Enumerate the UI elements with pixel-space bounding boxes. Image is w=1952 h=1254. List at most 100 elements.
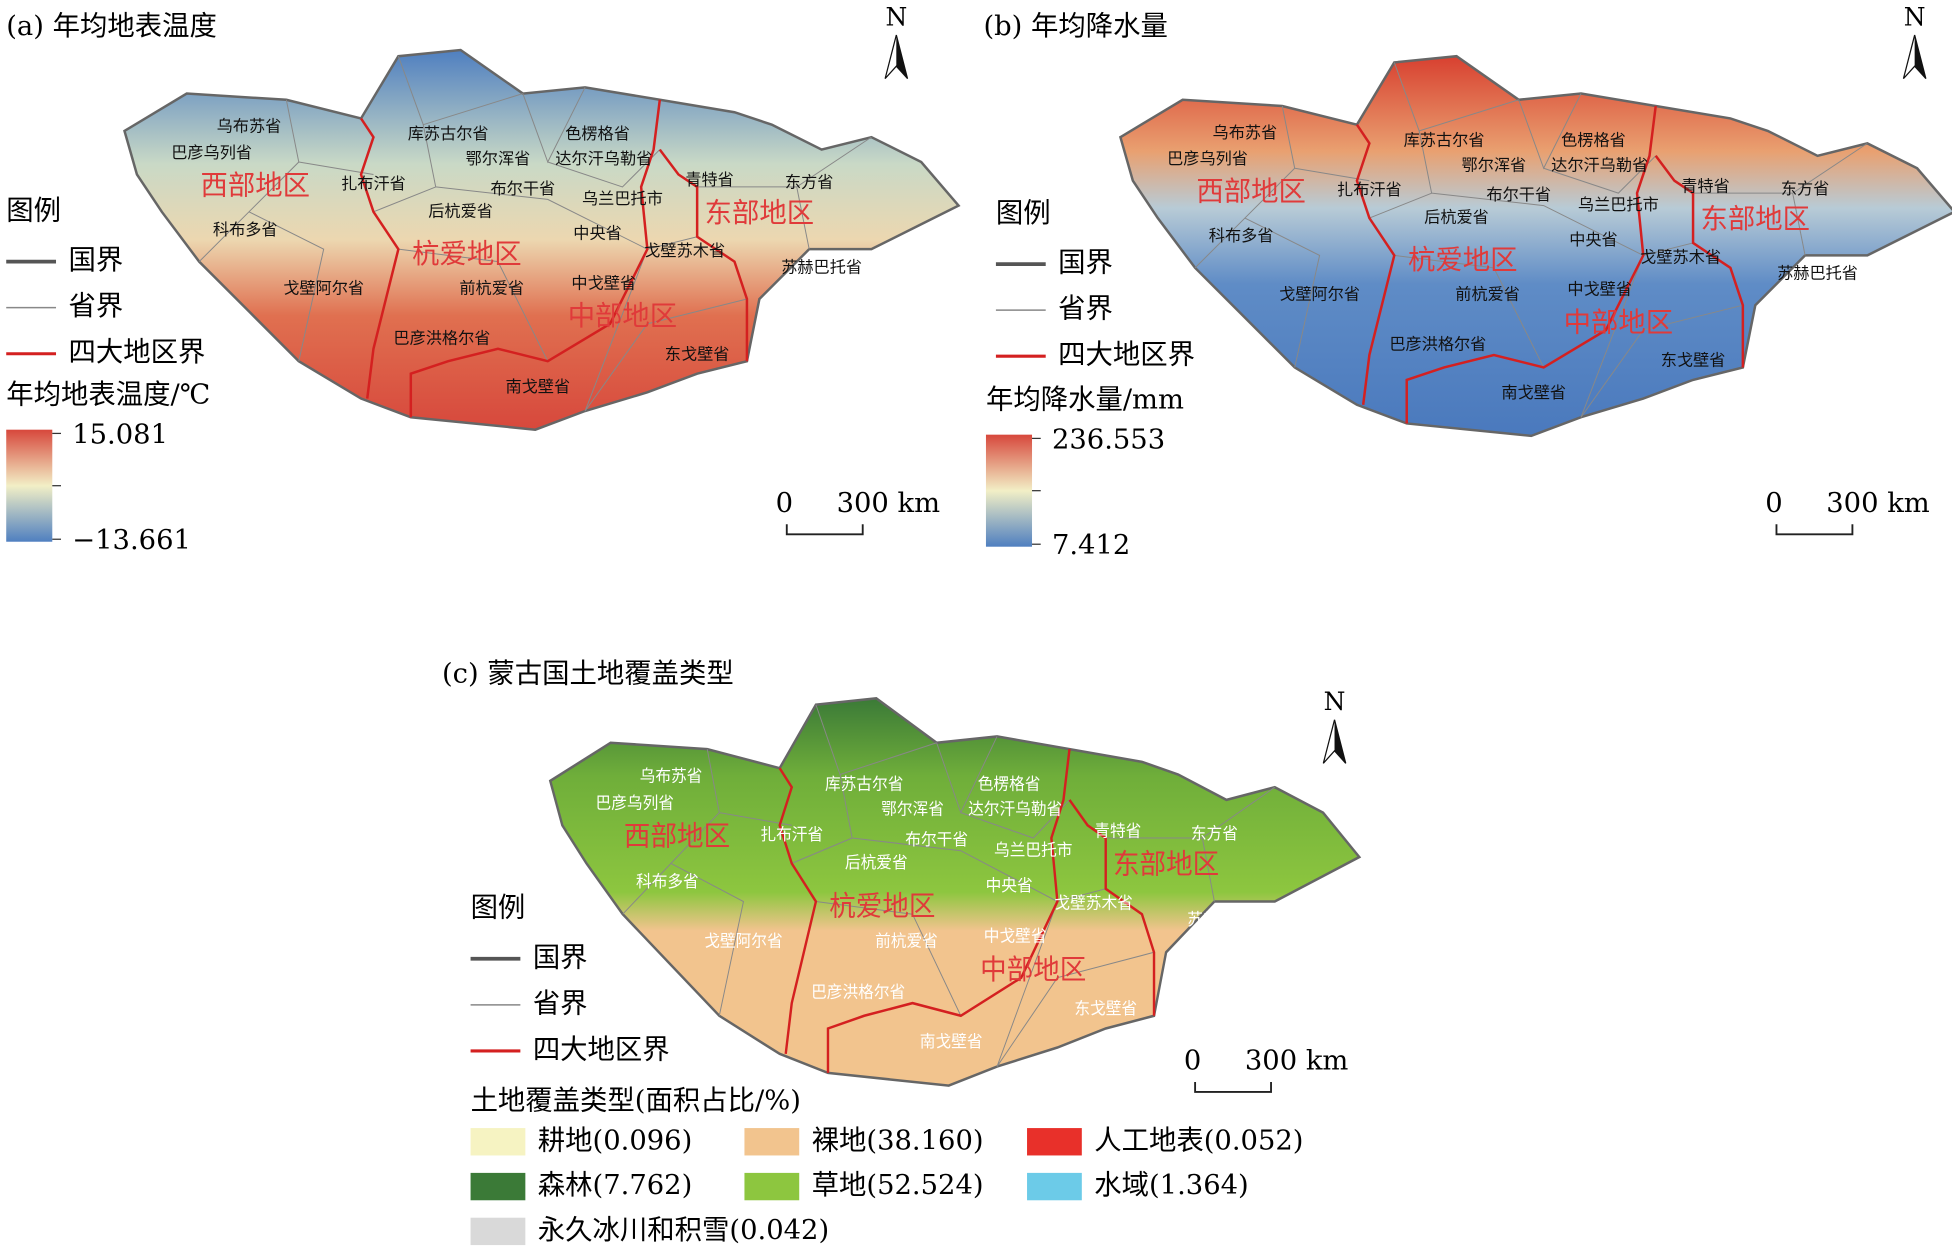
region-label: 杭爱地区 [412, 239, 522, 270]
legend-label: 省界 [68, 291, 123, 322]
landcover-swatch [470, 1128, 526, 1156]
country-area [123, 48, 961, 431]
province-label: 戈壁苏木省 [1054, 893, 1132, 912]
colorbar-max: 15.081 [72, 419, 168, 450]
north-label: N [1904, 2, 1926, 31]
province-label: 色楞格省 [978, 774, 1041, 793]
legend-label: 四大地区界 [68, 337, 205, 368]
province-border [1792, 193, 1806, 256]
province-border [796, 186, 810, 250]
province-label: 巴彦洪格尔省 [1389, 335, 1486, 354]
province-label: 科布多省 [636, 872, 699, 891]
province-label: 后杭爱省 [845, 853, 908, 872]
province-label: 苏赫巴托省 [781, 257, 862, 276]
north-arrow-half [1914, 35, 1926, 79]
landcover-swatch [1027, 1128, 1082, 1156]
province-label: 南戈壁省 [1501, 383, 1566, 402]
province-label: 鄂尔浑省 [881, 799, 944, 818]
colorbar-title: 年均地表温度/℃ [6, 380, 210, 411]
province-label: 巴彦乌列省 [1167, 149, 1248, 168]
landcover-label: 耕地(0.096) [538, 1125, 692, 1156]
province-border [852, 837, 1058, 902]
province-label: 戈壁苏木省 [1640, 247, 1721, 266]
colorbar [6, 429, 53, 542]
region-border [778, 767, 818, 1055]
region-label: 杭爱地区 [829, 891, 935, 923]
colorbar-min: 7.412 [1052, 530, 1130, 561]
province-border [1194, 105, 1296, 269]
legend-title: 图例 [6, 195, 61, 226]
province-label: 戈壁阿尔省 [1279, 285, 1360, 304]
scale-bar [1775, 524, 1854, 536]
province-border [815, 900, 962, 1017]
province-label: 戈壁阿尔省 [704, 931, 782, 950]
region-label: 中部地区 [980, 954, 1086, 986]
province-border [398, 248, 549, 362]
scale-label: 0 [776, 488, 793, 519]
map-title: (c) 蒙古国土地覆盖类型 [442, 658, 734, 689]
province-label: 中戈壁省 [571, 274, 636, 293]
province-border [815, 704, 937, 776]
province-label: 库苏古尔省 [825, 774, 903, 793]
province-label: 色楞格省 [1561, 130, 1626, 149]
province-border [1393, 62, 1519, 132]
landcover-swatch [470, 1217, 526, 1246]
province-border [670, 862, 745, 1016]
province-label: 达尔汗乌勒省 [968, 799, 1062, 818]
legend-label: 国界 [533, 942, 588, 973]
north-arrow-half [896, 35, 908, 79]
province-border [1431, 192, 1644, 256]
province-label: 达尔汗乌勒省 [1551, 155, 1648, 174]
landcover-title: 土地覆盖类型(面积占比/%) [471, 1085, 801, 1116]
province-label: 布尔干省 [905, 830, 968, 849]
map-title: (a) 年均地表温度 [6, 11, 217, 42]
scale-label: 0 [1184, 1046, 1201, 1077]
province-label: 巴彦乌列省 [171, 143, 252, 162]
province-label: 东方省 [1781, 179, 1830, 198]
region-border [409, 99, 662, 418]
north-label: N [1324, 687, 1346, 716]
legend-label: 国界 [1058, 248, 1113, 279]
map-title: (b) 年均降水量 [983, 11, 1167, 42]
legend-title: 图例 [996, 198, 1051, 229]
region-label: 东部地区 [705, 198, 815, 229]
province-label: 布尔干省 [491, 179, 556, 198]
province-label: 南戈壁省 [505, 377, 570, 396]
province-label: 青特省 [1681, 176, 1730, 195]
region-label: 杭爱地区 [1408, 245, 1518, 276]
province-border [1543, 155, 1657, 194]
province-label: 乌布苏省 [1213, 123, 1278, 142]
scale-bar [1194, 1082, 1272, 1093]
province-border [584, 298, 748, 412]
landcover-label: 人工地表(0.052) [1094, 1125, 1303, 1156]
scale-label: 0 [1765, 488, 1782, 519]
region-label: 中部地区 [568, 301, 678, 332]
province-border [248, 211, 325, 362]
province-label: 后杭爱省 [1424, 208, 1489, 227]
legend-title: 图例 [471, 892, 526, 923]
scale-label: 300 km [1826, 488, 1930, 519]
province-label: 东方省 [785, 173, 834, 192]
legend-label: 省界 [1058, 294, 1113, 325]
scale-bar [785, 524, 864, 536]
province-label: 东戈壁省 [1074, 999, 1137, 1018]
region-border [1405, 105, 1657, 424]
region-border [1355, 123, 1396, 405]
region-label: 东部地区 [1113, 849, 1219, 881]
province-label: 巴彦洪格尔省 [393, 328, 490, 347]
region-label: 西部地区 [624, 821, 730, 853]
north-arrow-half [1334, 719, 1346, 764]
province-label: 东戈壁省 [665, 344, 730, 363]
region-border [1068, 799, 1156, 1016]
landcover-label: 裸地(38.160) [812, 1125, 984, 1156]
province-label: 中央省 [1569, 230, 1618, 249]
legend-label: 四大地区界 [1058, 340, 1195, 371]
province-border [435, 186, 648, 250]
province-label: 戈壁苏木省 [644, 241, 725, 260]
province-label: 青特省 [1094, 821, 1141, 840]
province-label: 扎布汗省 [1337, 180, 1402, 199]
province-label: 苏赫巴托省 [1187, 910, 1265, 929]
